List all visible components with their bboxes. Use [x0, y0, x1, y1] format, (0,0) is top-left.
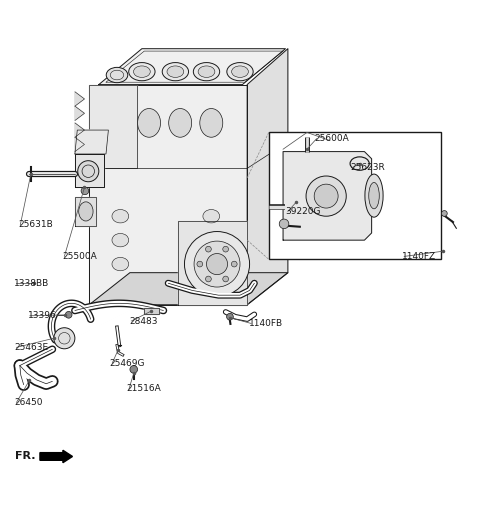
Ellipse shape: [112, 258, 129, 271]
Text: 1140FZ: 1140FZ: [402, 252, 436, 261]
Text: 25631B: 25631B: [18, 220, 53, 230]
Bar: [269, 132, 441, 259]
Text: 39220G: 39220G: [286, 207, 321, 216]
Ellipse shape: [203, 210, 220, 223]
Ellipse shape: [138, 108, 160, 137]
Ellipse shape: [203, 258, 220, 271]
Text: 28483: 28483: [129, 317, 157, 326]
Text: 25469G: 25469G: [110, 359, 145, 367]
Circle shape: [442, 211, 447, 216]
Circle shape: [194, 241, 240, 287]
Ellipse shape: [133, 66, 150, 77]
Polygon shape: [247, 49, 288, 305]
Circle shape: [78, 161, 99, 182]
Polygon shape: [75, 130, 108, 154]
Polygon shape: [99, 49, 286, 84]
Text: FR.: FR.: [15, 451, 36, 462]
Polygon shape: [144, 308, 158, 314]
Text: 13396: 13396: [27, 312, 56, 320]
Ellipse shape: [168, 108, 192, 137]
Polygon shape: [283, 152, 372, 240]
Circle shape: [54, 328, 75, 349]
Ellipse shape: [203, 234, 220, 247]
Polygon shape: [89, 273, 288, 305]
Ellipse shape: [198, 66, 215, 77]
Text: 21516A: 21516A: [127, 384, 161, 393]
Circle shape: [279, 219, 289, 229]
Circle shape: [205, 246, 211, 252]
Text: 25600A: 25600A: [314, 134, 349, 143]
Ellipse shape: [365, 174, 383, 217]
Ellipse shape: [369, 182, 379, 209]
Ellipse shape: [106, 67, 128, 82]
Polygon shape: [75, 154, 104, 187]
Ellipse shape: [112, 234, 129, 247]
Text: 25623R: 25623R: [350, 163, 385, 172]
Circle shape: [306, 176, 346, 216]
Polygon shape: [75, 137, 84, 152]
Polygon shape: [75, 106, 84, 121]
Ellipse shape: [112, 210, 129, 223]
Text: 25500A: 25500A: [62, 252, 96, 261]
Ellipse shape: [129, 63, 155, 81]
Text: 26450: 26450: [14, 398, 43, 407]
Polygon shape: [75, 92, 84, 106]
Text: 25463E: 25463E: [14, 343, 48, 352]
Ellipse shape: [167, 66, 184, 77]
Circle shape: [130, 365, 138, 373]
Ellipse shape: [227, 63, 253, 81]
FancyArrow shape: [40, 450, 72, 463]
Circle shape: [65, 312, 72, 318]
Polygon shape: [75, 197, 96, 226]
Circle shape: [81, 187, 89, 194]
Polygon shape: [75, 123, 84, 137]
Circle shape: [184, 232, 250, 297]
Ellipse shape: [200, 108, 223, 137]
Circle shape: [227, 314, 233, 320]
Ellipse shape: [79, 202, 93, 221]
Polygon shape: [89, 84, 247, 305]
Circle shape: [197, 261, 203, 267]
Circle shape: [223, 246, 228, 252]
Circle shape: [231, 261, 237, 267]
Circle shape: [223, 276, 228, 282]
Circle shape: [314, 184, 338, 208]
Polygon shape: [89, 84, 137, 168]
Circle shape: [206, 253, 228, 274]
Circle shape: [205, 276, 211, 282]
Ellipse shape: [162, 63, 189, 81]
Ellipse shape: [232, 66, 248, 77]
Text: 1140FB: 1140FB: [249, 319, 283, 328]
Ellipse shape: [193, 63, 220, 81]
Polygon shape: [178, 221, 247, 305]
Text: 1338BB: 1338BB: [14, 279, 49, 288]
